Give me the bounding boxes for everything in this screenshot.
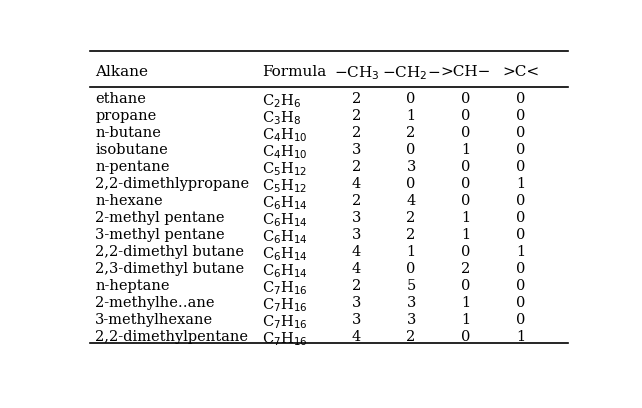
Text: 0: 0 [406,92,416,106]
Text: C$_{6}$H$_{14}$: C$_{6}$H$_{14}$ [262,228,308,246]
Text: C$_{5}$H$_{12}$: C$_{5}$H$_{12}$ [262,177,307,195]
Text: 0: 0 [461,109,471,123]
Text: 0: 0 [406,177,416,191]
Text: 0: 0 [516,211,525,225]
Text: 0: 0 [516,228,525,242]
Text: C$_{7}$H$_{16}$: C$_{7}$H$_{16}$ [262,296,308,314]
Text: 1: 1 [462,313,471,327]
Text: 4: 4 [352,330,361,344]
Text: C$_{5}$H$_{12}$: C$_{5}$H$_{12}$ [262,160,307,178]
Text: −CH$_{2}$−: −CH$_{2}$− [382,64,440,82]
Text: 5: 5 [406,279,416,293]
Text: >CH−: >CH− [440,64,491,79]
Text: 0: 0 [516,160,525,174]
Text: 0: 0 [516,92,525,106]
Text: 2: 2 [352,279,361,293]
Text: 4: 4 [406,194,416,208]
Text: n-butane: n-butane [95,126,161,140]
Text: 3: 3 [352,211,361,225]
Text: 3-methyl pentane: 3-methyl pentane [95,228,225,242]
Text: C$_{7}$H$_{16}$: C$_{7}$H$_{16}$ [262,313,308,330]
Text: 0: 0 [406,262,416,276]
Text: 4: 4 [352,177,361,191]
Text: 2: 2 [406,228,416,242]
Text: C$_{7}$H$_{16}$: C$_{7}$H$_{16}$ [262,279,308,297]
Text: >C<: >C< [502,64,539,79]
Text: C$_{4}$H$_{10}$: C$_{4}$H$_{10}$ [262,126,308,144]
Text: 0: 0 [516,279,525,293]
Text: 2: 2 [406,330,416,344]
Text: 0: 0 [516,194,525,208]
Text: 0: 0 [461,160,471,174]
Text: 1: 1 [462,296,471,310]
Text: 3: 3 [406,160,416,174]
Text: C$_{6}$H$_{14}$: C$_{6}$H$_{14}$ [262,194,308,212]
Text: 2: 2 [352,92,361,106]
Text: 2,2-dimethyl butane: 2,2-dimethyl butane [95,245,244,259]
Text: 4: 4 [352,245,361,259]
Text: 0: 0 [516,143,525,157]
Text: Formula: Formula [262,64,326,79]
Text: 3: 3 [406,296,416,310]
Text: C$_{2}$H$_{6}$: C$_{2}$H$_{6}$ [262,92,301,110]
Text: isobutane: isobutane [95,143,168,157]
Text: 3-methylhexane: 3-methylhexane [95,313,213,327]
Text: 0: 0 [516,313,525,327]
Text: 2: 2 [461,262,471,276]
Text: 3: 3 [352,143,361,157]
Text: 0: 0 [406,143,416,157]
Text: C$_{4}$H$_{10}$: C$_{4}$H$_{10}$ [262,143,308,161]
Text: C$_{6}$H$_{14}$: C$_{6}$H$_{14}$ [262,245,308,263]
Text: 1: 1 [462,143,471,157]
Text: 3: 3 [352,296,361,310]
Text: C$_{3}$H$_{8}$: C$_{3}$H$_{8}$ [262,109,301,127]
Text: 2: 2 [352,160,361,174]
Text: 2: 2 [352,194,361,208]
Text: 2: 2 [352,126,361,140]
Text: 3: 3 [406,313,416,327]
Text: 1: 1 [462,228,471,242]
Text: C$_{6}$H$_{14}$: C$_{6}$H$_{14}$ [262,262,308,279]
Text: 2-methylhe‥ane: 2-methylhe‥ane [95,296,214,310]
Text: 0: 0 [461,177,471,191]
Text: Alkane: Alkane [95,64,148,79]
Text: −CH$_{3}$: −CH$_{3}$ [333,64,379,82]
Text: propane: propane [95,109,157,123]
Text: 0: 0 [516,262,525,276]
Text: n-heptane: n-heptane [95,279,169,293]
Text: 1: 1 [516,330,525,344]
Text: 0: 0 [461,279,471,293]
Text: 0: 0 [461,245,471,259]
Text: 1: 1 [406,109,415,123]
Text: 4: 4 [352,262,361,276]
Text: 2,3-dimethyl butane: 2,3-dimethyl butane [95,262,245,276]
Text: 1: 1 [516,245,525,259]
Text: n-hexane: n-hexane [95,194,163,208]
Text: 3: 3 [352,313,361,327]
Text: 2: 2 [406,211,416,225]
Text: 0: 0 [516,296,525,310]
Text: 0: 0 [516,126,525,140]
Text: 1: 1 [406,245,415,259]
Text: 0: 0 [461,330,471,344]
Text: 2: 2 [352,109,361,123]
Text: C$_{6}$H$_{14}$: C$_{6}$H$_{14}$ [262,211,308,229]
Text: 3: 3 [352,228,361,242]
Text: 2-methyl pentane: 2-methyl pentane [95,211,225,225]
Text: 0: 0 [516,109,525,123]
Text: 1: 1 [462,211,471,225]
Text: 2: 2 [406,126,416,140]
Text: 2,2-dimethylpentane: 2,2-dimethylpentane [95,330,248,344]
Text: 0: 0 [461,92,471,106]
Text: ethane: ethane [95,92,146,106]
Text: 1: 1 [516,177,525,191]
Text: 2,2-dimethlypropane: 2,2-dimethlypropane [95,177,249,191]
Text: C$_{7}$H$_{16}$: C$_{7}$H$_{16}$ [262,330,308,348]
Text: n-pentane: n-pentane [95,160,169,174]
Text: 0: 0 [461,194,471,208]
Text: 0: 0 [461,126,471,140]
